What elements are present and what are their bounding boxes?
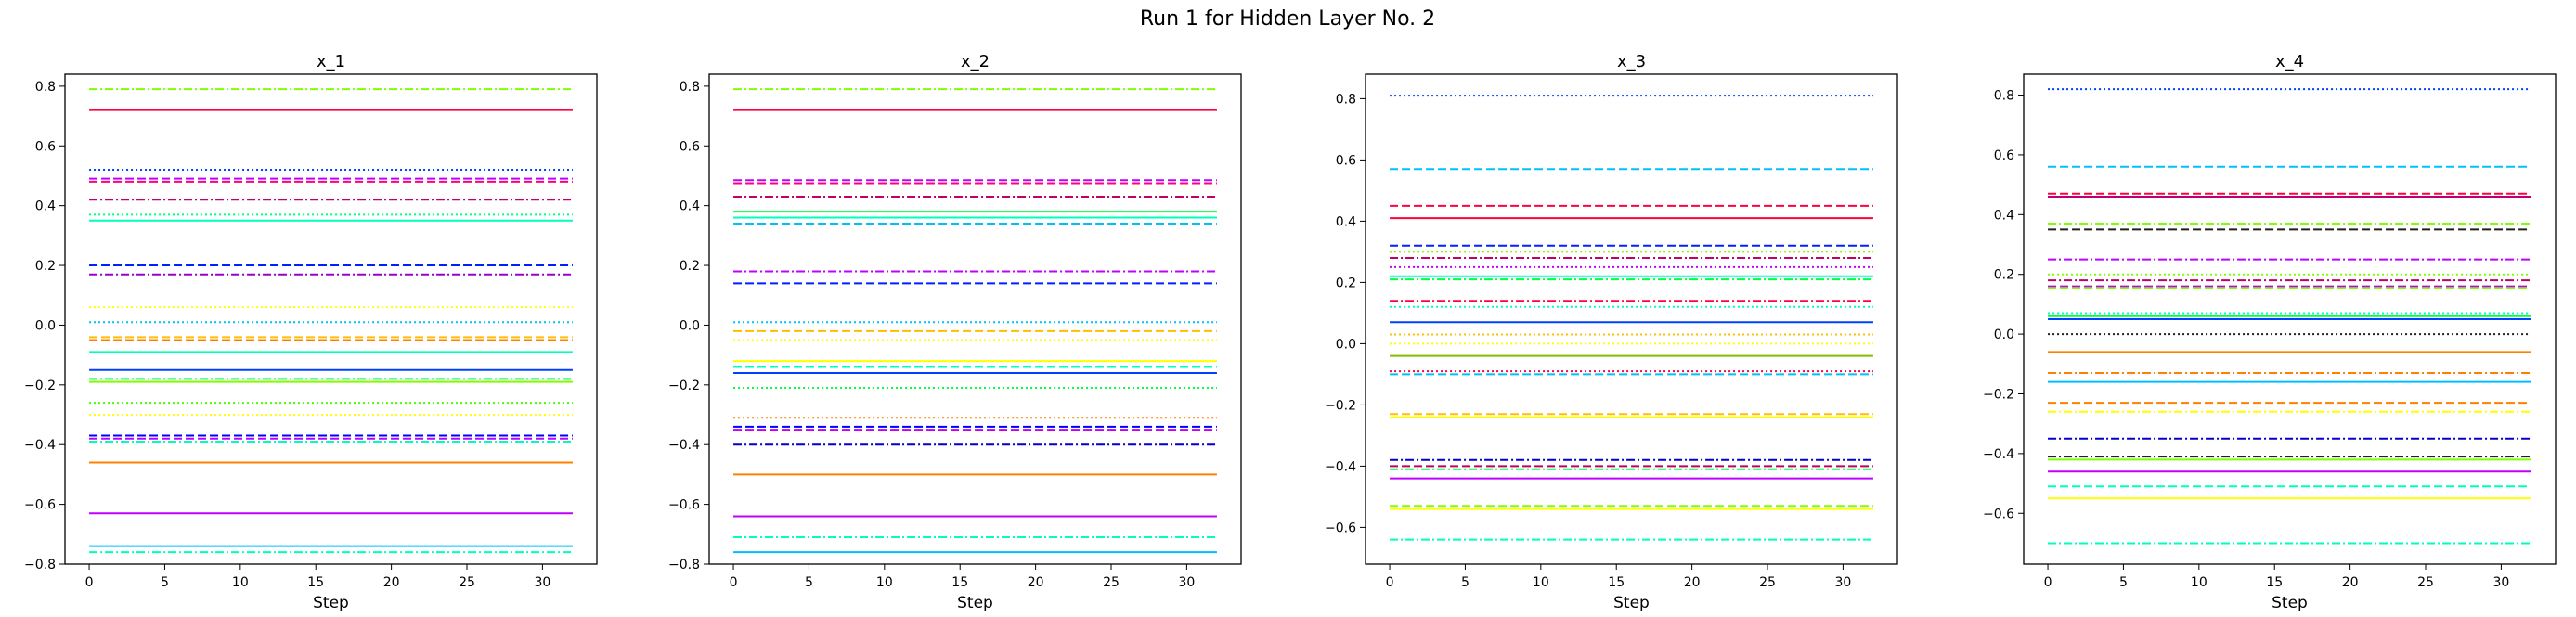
- y-tick-label: −0.8: [668, 558, 700, 572]
- y-tick-label: −0.4: [24, 438, 56, 453]
- x-tick-label: 25: [1759, 575, 1776, 590]
- x-tick-label: 20: [1684, 575, 1701, 590]
- x-tick-label: 15: [2266, 575, 2283, 590]
- y-tick-label: 0.4: [35, 199, 56, 214]
- y-tick-label: 0.0: [35, 318, 56, 333]
- y-tick-label: −0.4: [668, 438, 700, 453]
- x-axis-label: Step: [1613, 594, 1650, 612]
- y-tick-label: −0.6: [1325, 521, 1356, 535]
- subplot-title: x_2: [961, 52, 990, 71]
- x-tick-label: 15: [951, 575, 968, 590]
- y-tick-label: −0.4: [1983, 447, 2014, 462]
- plot-frame: [64, 73, 598, 565]
- x-axis-label: Step: [957, 594, 993, 612]
- x-tick-label: 20: [1028, 575, 1044, 590]
- y-tick-label: −0.6: [668, 498, 700, 513]
- y-tick-label: 0.0: [1336, 337, 1356, 352]
- x-tick-label: 0: [1386, 575, 1394, 590]
- x-tick-label: 0: [730, 575, 738, 590]
- y-tick-label: −0.6: [24, 498, 56, 513]
- y-tick-label: 0.6: [680, 139, 700, 154]
- subplot-4: 0 5 10 15 20 25 30 −0.6 −0.4 −0.2 0.0 0.2 0.4 0.6 0.8 x…: [1983, 52, 2557, 612]
- y-tick-label: −0.2: [1325, 398, 1356, 413]
- y-tick-label: −0.8: [24, 558, 56, 572]
- x-tick-label: 5: [805, 575, 813, 590]
- x-tick-label: 25: [1103, 575, 1120, 590]
- y-tick-label: 0.8: [35, 80, 56, 95]
- subplot-1: 0 5 10 15 20 25 30 −0.8 −0.6 −0.4 −0.2 0.0 0.2 0.4 0.6…: [24, 52, 598, 612]
- y-tick-label: 0.2: [1994, 268, 2014, 283]
- subplots: 0 5 10 15 20 25 30 −0.8 −0.6 −0.4 −0.2 0.0 0.2 0.4 0.6…: [24, 52, 2557, 612]
- y-tick-label: 0.2: [680, 259, 700, 274]
- y-tick-label: −0.2: [24, 379, 56, 393]
- plot-frame: [2023, 73, 2557, 565]
- y-tick-label: 0.2: [1336, 276, 1356, 290]
- x-tick-label: 25: [459, 575, 475, 590]
- x-tick-label: 0: [85, 575, 94, 590]
- x-tick-label: 5: [1461, 575, 1469, 590]
- x-tick-label: 10: [876, 575, 893, 590]
- figure-suptitle: Run 1 for Hidden Layer No. 2: [1140, 7, 1435, 31]
- x-tick-label: 20: [2342, 575, 2359, 590]
- x-tick-label: 30: [2492, 575, 2509, 590]
- y-tick-label: 0.0: [680, 318, 700, 333]
- plot-frame: [1365, 73, 1898, 565]
- x-tick-label: 10: [1533, 575, 1549, 590]
- y-tick-label: 0.6: [1336, 153, 1356, 168]
- subplot-title: x_3: [1617, 52, 1646, 71]
- x-tick-label: 5: [161, 575, 169, 590]
- y-tick-label: 0.4: [680, 199, 700, 214]
- x-tick-label: 0: [2044, 575, 2052, 590]
- y-tick-label: −0.2: [668, 379, 700, 393]
- x-axis-label: Step: [2272, 594, 2308, 612]
- y-tick-label: −0.2: [1983, 387, 2014, 402]
- x-tick-label: 10: [232, 575, 249, 590]
- x-tick-label: 10: [2191, 575, 2207, 590]
- y-tick-label: −0.4: [1325, 459, 1356, 474]
- y-tick-label: 0.8: [680, 80, 700, 95]
- x-tick-label: 15: [307, 575, 324, 590]
- subplot-title: x_1: [317, 52, 345, 71]
- y-tick-label: 0.6: [1994, 148, 2014, 163]
- y-tick-label: 0.6: [35, 139, 56, 154]
- y-tick-label: 0.4: [1336, 214, 1356, 229]
- x-tick-label: 20: [383, 575, 400, 590]
- subplot-2: 0 5 10 15 20 25 30 −0.8 −0.6 −0.4 −0.2 0.0 0.2 0.4 0.6…: [668, 52, 1242, 612]
- x-tick-label: 5: [2119, 575, 2128, 590]
- y-tick-label: 0.8: [1994, 89, 2014, 104]
- y-tick-label: −0.6: [1983, 507, 2014, 521]
- y-tick-label: 0.2: [35, 259, 56, 274]
- y-tick-label: 0.8: [1336, 92, 1356, 107]
- plot-frame: [708, 73, 1242, 565]
- subplot-3: 0 5 10 15 20 25 30 −0.6 −0.4 −0.2 0.0 0.2 0.4 0.6 0.8 x…: [1325, 52, 1898, 612]
- x-tick-label: 30: [1834, 575, 1851, 590]
- y-tick-label: 0.4: [1994, 208, 2014, 223]
- subplot-title: x_4: [2275, 52, 2304, 71]
- x-tick-label: 30: [1178, 575, 1195, 590]
- x-tick-label: 25: [2417, 575, 2434, 590]
- x-tick-label: 30: [534, 575, 550, 590]
- x-axis-label: Step: [313, 594, 349, 612]
- x-tick-label: 15: [1608, 575, 1625, 590]
- y-tick-label: 0.0: [1994, 328, 2014, 342]
